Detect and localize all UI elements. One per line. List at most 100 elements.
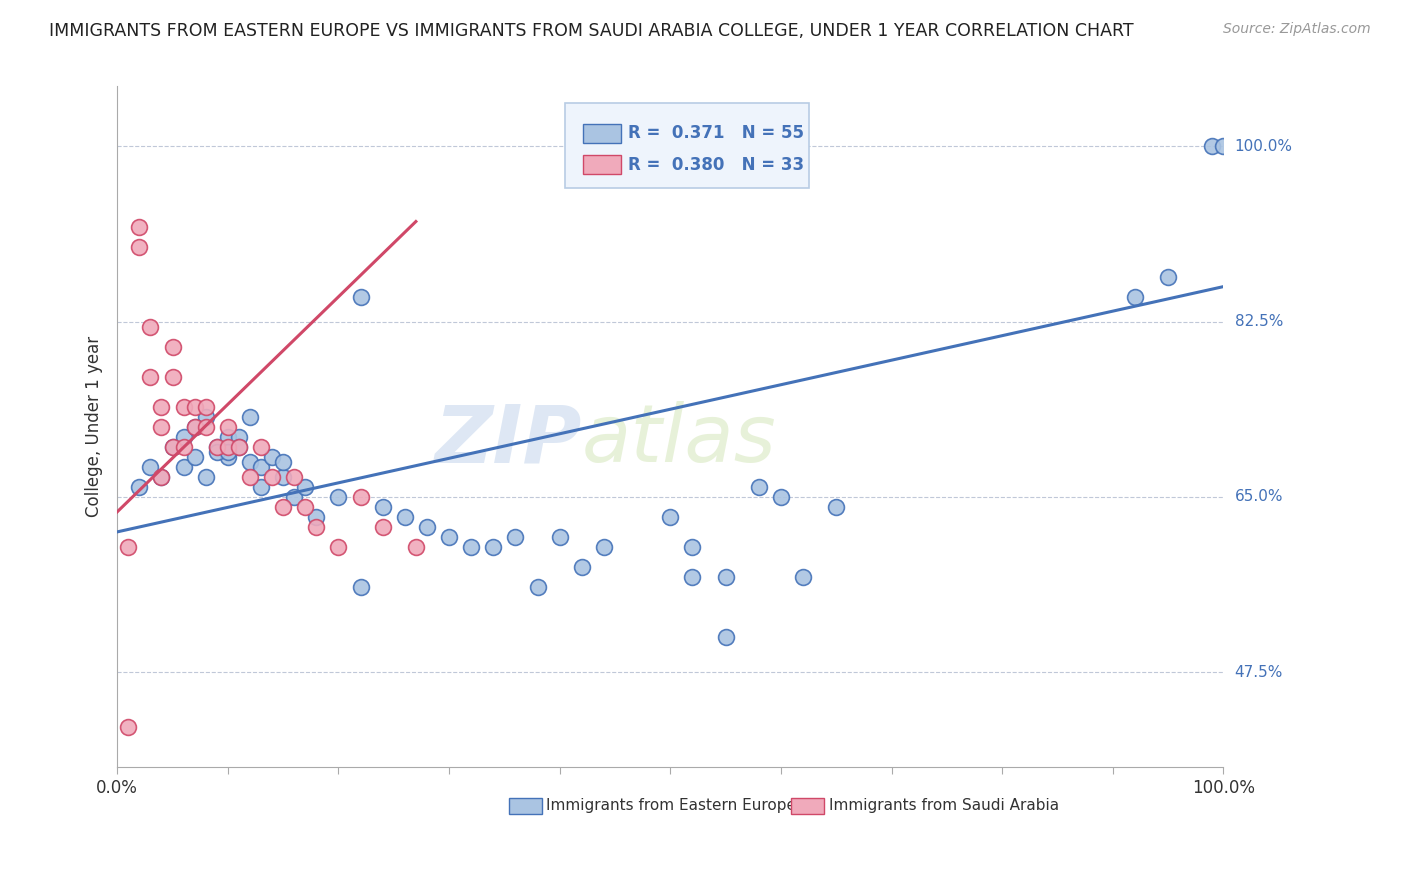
Point xyxy=(769,490,792,504)
Point xyxy=(748,480,770,494)
Point xyxy=(217,430,239,444)
Text: 82.5%: 82.5% xyxy=(1234,314,1282,329)
FancyBboxPatch shape xyxy=(583,124,620,143)
Point xyxy=(205,440,228,454)
Point xyxy=(183,400,205,414)
Point xyxy=(593,540,616,554)
Text: ZIP: ZIP xyxy=(434,401,582,479)
Point xyxy=(228,440,250,454)
Point xyxy=(659,509,682,524)
Point xyxy=(194,419,217,434)
Text: atlas: atlas xyxy=(582,401,776,479)
Point xyxy=(139,459,162,474)
FancyBboxPatch shape xyxy=(583,155,620,174)
Point xyxy=(371,500,394,514)
Point xyxy=(714,630,737,644)
Point xyxy=(162,340,184,354)
Point xyxy=(1123,290,1146,304)
FancyBboxPatch shape xyxy=(792,797,824,814)
Point xyxy=(437,530,460,544)
Text: Source: ZipAtlas.com: Source: ZipAtlas.com xyxy=(1223,22,1371,37)
Point xyxy=(239,455,262,469)
Point xyxy=(394,509,416,524)
Point xyxy=(217,440,239,454)
Point xyxy=(505,530,527,544)
FancyBboxPatch shape xyxy=(565,103,808,188)
Point xyxy=(217,450,239,464)
Point xyxy=(262,470,284,484)
Text: 100.0%: 100.0% xyxy=(1234,139,1292,154)
Point xyxy=(250,440,273,454)
Text: R =  0.380   N = 33: R = 0.380 N = 33 xyxy=(628,155,804,174)
Point xyxy=(271,470,294,484)
Text: Immigrants from Saudi Arabia: Immigrants from Saudi Arabia xyxy=(828,798,1059,814)
Point xyxy=(482,540,505,554)
Point xyxy=(405,540,427,554)
Point xyxy=(294,480,316,494)
Point xyxy=(150,400,173,414)
Point xyxy=(150,470,173,484)
Point xyxy=(239,470,262,484)
Point xyxy=(228,430,250,444)
Point xyxy=(117,720,139,734)
Point xyxy=(183,419,205,434)
Point xyxy=(283,470,305,484)
Point xyxy=(194,470,217,484)
Point xyxy=(349,290,371,304)
Point xyxy=(1157,269,1180,284)
Text: IMMIGRANTS FROM EASTERN EUROPE VS IMMIGRANTS FROM SAUDI ARABIA COLLEGE, UNDER 1 : IMMIGRANTS FROM EASTERN EUROPE VS IMMIGR… xyxy=(49,22,1133,40)
Point xyxy=(173,430,195,444)
Point xyxy=(239,409,262,424)
Point xyxy=(183,450,205,464)
Point xyxy=(681,540,703,554)
Point xyxy=(548,530,571,544)
Point xyxy=(162,440,184,454)
Point xyxy=(792,570,814,584)
FancyBboxPatch shape xyxy=(509,797,541,814)
Point xyxy=(262,450,284,464)
Point xyxy=(714,570,737,584)
Point xyxy=(305,509,328,524)
Point xyxy=(294,500,316,514)
Point xyxy=(173,400,195,414)
Text: R =  0.371   N = 55: R = 0.371 N = 55 xyxy=(628,124,804,143)
Point xyxy=(128,480,150,494)
Point xyxy=(194,400,217,414)
Point xyxy=(150,419,173,434)
Point xyxy=(283,490,305,504)
Point xyxy=(271,500,294,514)
Point xyxy=(128,239,150,253)
Point xyxy=(162,440,184,454)
Point xyxy=(250,480,273,494)
Point xyxy=(194,409,217,424)
Point xyxy=(1201,139,1223,153)
Point xyxy=(217,444,239,458)
Text: Immigrants from Eastern Europe: Immigrants from Eastern Europe xyxy=(547,798,796,814)
Point xyxy=(173,459,195,474)
Point xyxy=(328,540,350,554)
Point xyxy=(139,319,162,334)
Point xyxy=(349,490,371,504)
Point xyxy=(681,570,703,584)
Point xyxy=(183,419,205,434)
Point xyxy=(117,540,139,554)
Point xyxy=(571,560,593,574)
Point xyxy=(271,455,294,469)
Y-axis label: College, Under 1 year: College, Under 1 year xyxy=(86,336,103,517)
Point xyxy=(228,440,250,454)
Point xyxy=(205,440,228,454)
Point xyxy=(526,580,548,594)
Point xyxy=(460,540,482,554)
Point xyxy=(139,369,162,384)
Point xyxy=(250,459,273,474)
Point xyxy=(217,440,239,454)
Point xyxy=(349,580,371,594)
Point xyxy=(1212,139,1234,153)
Point xyxy=(305,520,328,534)
Point xyxy=(217,419,239,434)
Point xyxy=(162,369,184,384)
Point xyxy=(825,500,848,514)
Text: 47.5%: 47.5% xyxy=(1234,665,1282,680)
Point xyxy=(173,440,195,454)
Point xyxy=(416,520,439,534)
